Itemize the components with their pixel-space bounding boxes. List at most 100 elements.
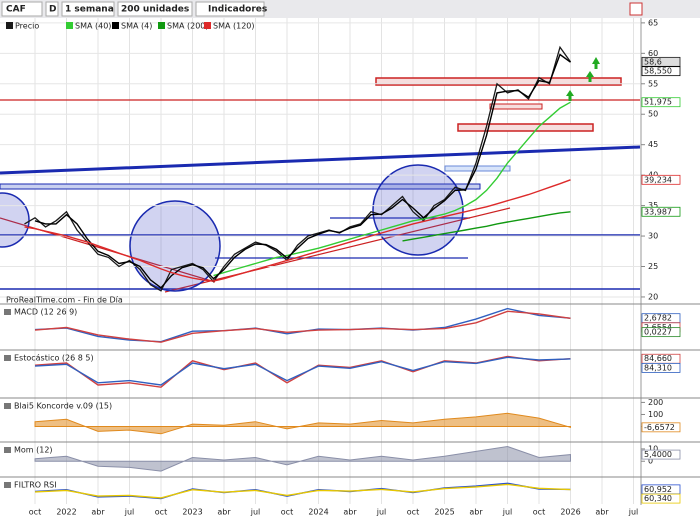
area bbox=[34, 445, 571, 472]
legend-swatch bbox=[112, 22, 119, 29]
line bbox=[34, 310, 571, 343]
panel-title: FILTRO RSI bbox=[14, 481, 57, 490]
x-tick-label: oct bbox=[407, 508, 419, 517]
toolbar: CAF D 1 semana 200 unidades Indicadores bbox=[0, 0, 700, 18]
arrow-up bbox=[566, 90, 574, 101]
period[interactable]: 1 semana bbox=[65, 5, 114, 15]
legend-swatch bbox=[158, 22, 165, 29]
value-tag bbox=[641, 327, 681, 338]
x-tick-label: oct bbox=[29, 508, 41, 517]
value-tag bbox=[641, 206, 681, 217]
line bbox=[34, 356, 571, 386]
legend-label: SMA (40) bbox=[75, 22, 111, 31]
value-label: 84,310 bbox=[644, 363, 672, 372]
panel-icon bbox=[4, 309, 11, 315]
panel-icon bbox=[4, 403, 11, 409]
circle-marker bbox=[0, 192, 30, 248]
value-label: 5,4000 bbox=[644, 450, 672, 459]
x-tick-label: 2023 bbox=[182, 508, 202, 517]
blue-zone bbox=[0, 183, 481, 190]
panel-title: MACD (12 26 9) bbox=[14, 308, 77, 317]
panel-title: Blai5 Koncorde v.09 (15) bbox=[14, 402, 112, 411]
line bbox=[213, 101, 571, 277]
legend-label: SMA (200) bbox=[167, 22, 209, 31]
line bbox=[402, 211, 571, 242]
symbol[interactable]: CAF bbox=[6, 5, 26, 15]
panel-icon bbox=[4, 482, 11, 488]
value-label: 60,340 bbox=[644, 494, 672, 503]
line bbox=[24, 45, 572, 292]
y-tick-label: 55 bbox=[648, 79, 658, 88]
red-trend bbox=[164, 207, 511, 293]
legend-swatch bbox=[66, 22, 73, 29]
y-tick-label: 65 bbox=[648, 18, 658, 27]
red-zone bbox=[457, 123, 594, 132]
x-tick-label: oct bbox=[533, 508, 545, 517]
y-tick-label: 25 bbox=[648, 262, 658, 271]
symbol-box[interactable] bbox=[1, 1, 43, 17]
panel bbox=[0, 22, 640, 298]
legend-label: SMA (4) bbox=[121, 22, 152, 31]
panel bbox=[34, 445, 571, 472]
panel-icon bbox=[4, 447, 11, 453]
value-tag bbox=[641, 449, 681, 460]
panel-title: Estocástico (26 8 5) bbox=[14, 354, 94, 363]
value-label: 0,0227 bbox=[644, 328, 672, 337]
drawings bbox=[0, 57, 641, 293]
x-tick-label: 2026 bbox=[560, 508, 580, 517]
y-tick-label: 0 bbox=[648, 457, 653, 466]
value-tag bbox=[641, 363, 681, 373]
x-tick-label: jul bbox=[376, 508, 387, 517]
arrow-up bbox=[592, 57, 600, 69]
x-tick-label: jul bbox=[124, 508, 135, 517]
y-tick-label: 200 bbox=[648, 398, 663, 407]
y-tick-label: 20 bbox=[648, 292, 658, 301]
icon-button[interactable] bbox=[629, 2, 643, 16]
x-tick-label: abr bbox=[469, 508, 483, 517]
blue-zone bbox=[444, 165, 511, 172]
x-tick-label: 2024 bbox=[308, 508, 328, 517]
period-box[interactable] bbox=[61, 1, 115, 17]
value-label: 58,550 bbox=[644, 67, 672, 76]
value-label: 51,975 bbox=[644, 98, 672, 107]
value-label: 39,234 bbox=[644, 175, 672, 184]
value-tag bbox=[641, 97, 681, 108]
area bbox=[34, 412, 571, 435]
panel bbox=[34, 482, 571, 500]
legend-label: Precio bbox=[15, 22, 39, 31]
panel bbox=[34, 355, 571, 388]
x-tick-label: 2022 bbox=[56, 508, 76, 517]
y-tick-label: 50 bbox=[648, 110, 658, 119]
y-tick-label: 45 bbox=[648, 140, 658, 149]
arrow-up bbox=[586, 71, 594, 82]
circle-marker bbox=[129, 200, 221, 292]
line bbox=[34, 483, 571, 499]
value-label: 60,952 bbox=[644, 485, 672, 494]
panel bbox=[34, 307, 571, 343]
red-zone bbox=[489, 103, 543, 110]
value-tag bbox=[641, 174, 681, 185]
legend-swatch bbox=[204, 22, 211, 29]
indicators[interactable]: Indicadores bbox=[208, 5, 267, 15]
x-tick-label: abr bbox=[343, 508, 357, 517]
x-tick-label: abr bbox=[91, 508, 105, 517]
line bbox=[34, 53, 571, 289]
value-label: 84,660 bbox=[644, 354, 672, 363]
x-tick-label: oct bbox=[281, 508, 293, 517]
x-tick-label: abr bbox=[595, 508, 609, 517]
panel-title: Mom (12) bbox=[14, 446, 53, 455]
units-box[interactable] bbox=[117, 1, 193, 17]
panel bbox=[34, 412, 571, 435]
mode-box[interactable] bbox=[45, 1, 59, 17]
indicators-box[interactable] bbox=[195, 1, 265, 17]
mode[interactable]: D bbox=[49, 5, 56, 15]
y-tick-label: 100 bbox=[648, 410, 663, 419]
value-label: 2,6782 bbox=[644, 314, 672, 323]
panel-icon bbox=[4, 355, 11, 361]
y-tick-label: 30 bbox=[648, 232, 658, 241]
units[interactable]: 200 unidades bbox=[121, 5, 189, 15]
value-tag bbox=[641, 422, 681, 433]
value-label: -6,6572 bbox=[644, 423, 675, 432]
x-tick-label: jul bbox=[502, 508, 513, 517]
